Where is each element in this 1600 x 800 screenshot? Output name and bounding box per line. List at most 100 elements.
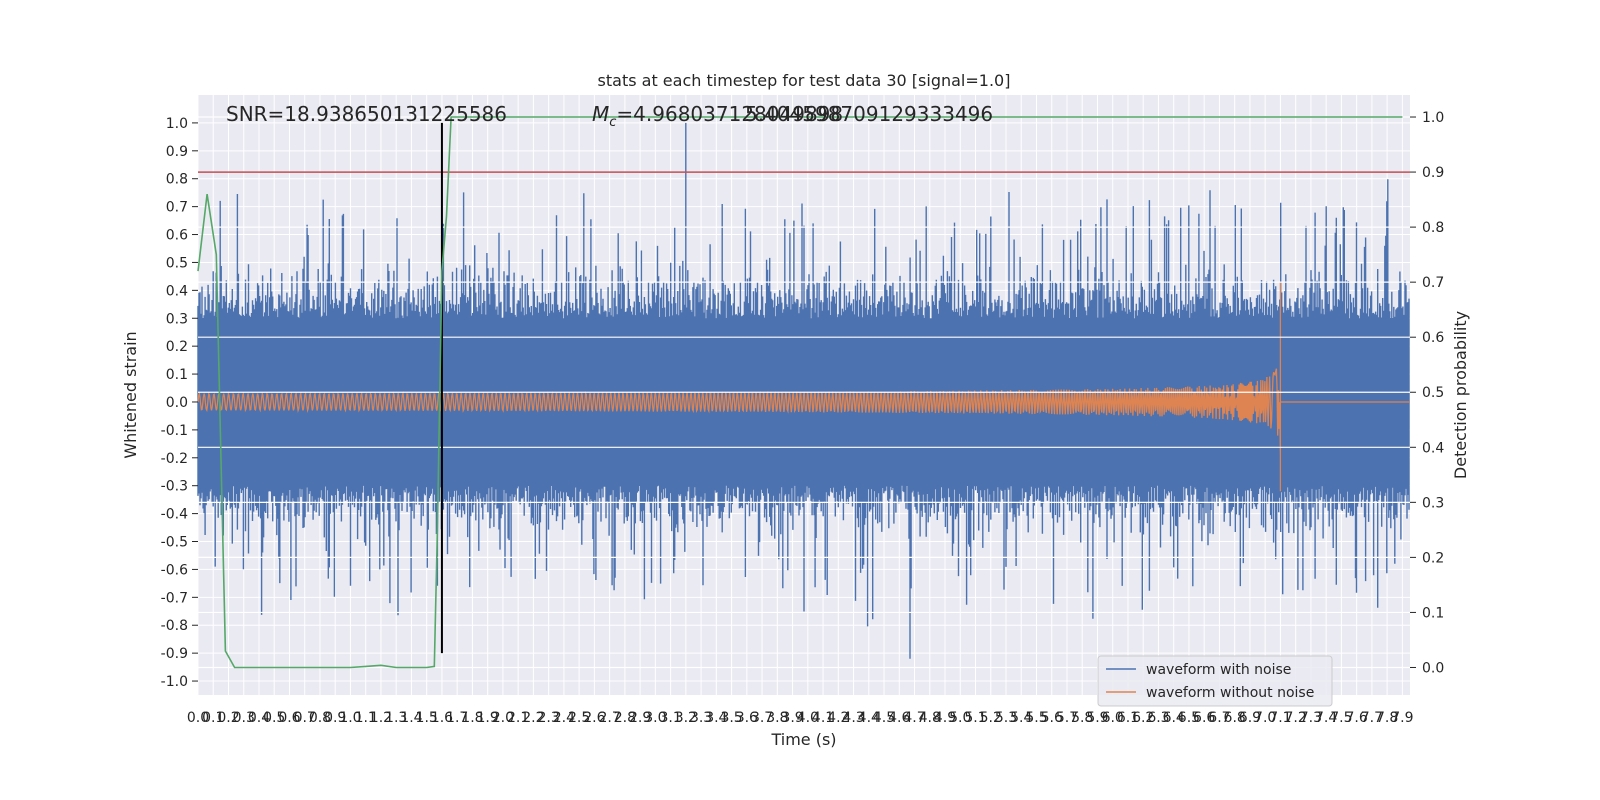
x-tick-label: 4.6 [888, 710, 910, 726]
x-tick-label: 5.3 [995, 710, 1017, 726]
x-tick-label: 4.9 [934, 710, 956, 726]
x-tick-label: 6.9 [1239, 710, 1261, 726]
x-tick-label: 1.7 [446, 710, 468, 726]
x-tick-label: 6.6 [1193, 710, 1215, 726]
y-tick-label: 0.7 [166, 200, 188, 216]
y-tick-label: 0.9 [166, 144, 188, 160]
x-tick-label: 3.6 [736, 710, 758, 726]
mc-value: =4.968037128049898 [616, 102, 843, 126]
x-axis-label: Time (s) [770, 730, 836, 749]
y-tick-label: 0.0 [166, 395, 188, 411]
waveform-without-noise-series [197, 282, 1410, 492]
x-tick-label: 1.5 [416, 710, 438, 726]
x-tick-label: 2.9 [629, 710, 651, 726]
x-tick-label: 4.2 [827, 710, 849, 726]
x-tick-label: 0.9 [324, 710, 346, 726]
x-tick-label: 3.3 [690, 710, 712, 726]
x-tick-label: 7.9 [1391, 710, 1413, 726]
y-tick-label: 0.1 [166, 367, 188, 383]
x-tick-label: 7.2 [1285, 710, 1307, 726]
x-tick-label: 2.4 [553, 710, 575, 726]
legend: waveform with noise waveform without noi… [1097, 655, 1333, 707]
x-tick-label: 5.2 [980, 710, 1002, 726]
x-tick-label: 3.2 [675, 710, 697, 726]
right-tick-label: 0.8 [1422, 220, 1444, 236]
y-tick-label: 0.5 [166, 255, 188, 271]
y-tick-label: 0.8 [166, 172, 188, 188]
x-tick-label: 3.1 [659, 710, 681, 726]
x-tick-label: 1.2 [370, 710, 392, 726]
x-tick-label: 3.0 [644, 710, 666, 726]
x-tick-label: 2.3 [538, 710, 560, 726]
x-tick-label: 2.1 [507, 710, 529, 726]
mc-symbol: M [592, 102, 609, 126]
mc-overlap-annotation: 5.404598709129333496 [745, 102, 993, 126]
x-tick-label: 2.6 [583, 710, 605, 726]
x-tick-label: 2.8 [614, 710, 636, 726]
x-tick-label: 0.1 [202, 710, 224, 726]
x-tick-label: 5.7 [1056, 710, 1078, 726]
right-tick-label: 0.2 [1422, 550, 1444, 566]
x-tick-label: 5.8 [1071, 710, 1093, 726]
x-axis-ticks: 0.00.10.20.30.40.50.60.70.80.91.01.11.21… [187, 710, 1414, 726]
right-tick-label: 0.4 [1422, 440, 1444, 456]
right-tick-label: 0.5 [1422, 385, 1444, 401]
y-tick-label: -0.8 [161, 618, 188, 634]
x-tick-label: 7.8 [1376, 710, 1398, 726]
x-tick-label: 6.4 [1163, 710, 1185, 726]
y-axis-ticks: -1.0 -0.9 -0.8 -0.7 -0.6 -0.5 -0.4 -0.3 -0.2 -0.1… [161, 116, 198, 690]
x-tick-label: 7.5 [1330, 710, 1352, 726]
x-tick-label: 1.4 [400, 710, 422, 726]
snr-annotation: SNR=18.938650131225586 [226, 102, 507, 126]
right-tick-label: 0.0 [1422, 660, 1444, 676]
x-tick-label: 5.9 [1086, 710, 1108, 726]
mc-subscript: c [609, 115, 616, 130]
y-tick-label: -0.9 [161, 646, 188, 662]
right-tick-label: 0.3 [1422, 495, 1444, 511]
y-tick-label: -0.1 [161, 423, 188, 439]
legend-box [1097, 655, 1333, 707]
x-tick-label: 0.8 [309, 710, 331, 726]
x-tick-label: 0.0 [187, 710, 209, 726]
x-tick-label: 4.8 [919, 710, 941, 726]
x-tick-label: 7.6 [1346, 710, 1368, 726]
x-tick-label: 6.7 [1208, 710, 1230, 726]
x-tick-label: 0.6 [278, 710, 300, 726]
x-tick-label: 7.0 [1254, 710, 1276, 726]
x-tick-label: 3.9 [781, 710, 803, 726]
x-tick-label: 2.5 [568, 710, 590, 726]
x-tick-label: 7.4 [1315, 710, 1337, 726]
x-tick-label: 1.1 [355, 710, 377, 726]
x-tick-label: 0.7 [294, 710, 316, 726]
right-tick-label: 0.9 [1422, 165, 1444, 181]
x-tick-label: 0.2 [217, 710, 239, 726]
y-tick-label: -0.5 [161, 535, 188, 551]
right-tick-label: 0.7 [1422, 275, 1444, 291]
right-axis-label: Detection probability [1451, 311, 1470, 479]
x-tick-label: 2.7 [598, 710, 620, 726]
y-tick-label: 0.3 [166, 311, 188, 327]
x-tick-label: 4.4 [858, 710, 880, 726]
x-tick-label: 5.6 [1041, 710, 1063, 726]
x-tick-label: 3.7 [751, 710, 773, 726]
x-tick-label: 1.9 [477, 710, 499, 726]
x-tick-label: 6.1 [1117, 710, 1139, 726]
right-axis-ticks: 0.0 0.1 0.2 0.3 0.4 0.5 0.6 0.7 0.8 0.9 1.0 [1410, 110, 1444, 676]
x-tick-label: 4.1 [812, 710, 834, 726]
mc-annotation: Mc=4.968037128049898 [592, 102, 843, 130]
y-axis-label: Whitened strain [121, 331, 140, 458]
y-tick-label: 0.4 [166, 283, 188, 299]
right-tick-label: 0.6 [1422, 330, 1444, 346]
x-tick-label: 5.5 [1025, 710, 1047, 726]
x-tick-label: 5.0 [949, 710, 971, 726]
x-tick-label: 2.2 [522, 710, 544, 726]
x-tick-label: 1.8 [461, 710, 483, 726]
waveform-without-noise-line [197, 282, 1410, 492]
x-tick-label: 3.8 [766, 710, 788, 726]
chart-title: stats at each timestep for test data 30 … [598, 71, 1011, 90]
y-tick-label: -0.7 [161, 590, 188, 606]
x-tick-label: 1.6 [431, 710, 453, 726]
x-tick-label: 3.5 [720, 710, 742, 726]
y-tick-label: 0.2 [166, 339, 188, 355]
